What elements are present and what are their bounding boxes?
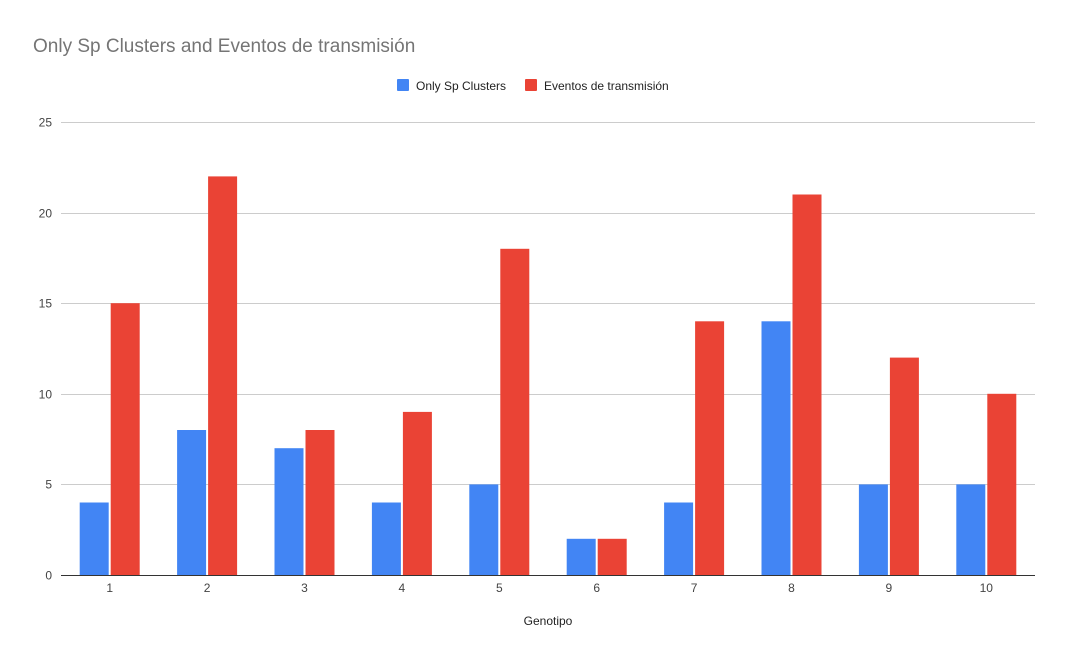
legend-swatch-eventos-de-transmision	[525, 79, 537, 91]
x-tick-label: 9	[886, 581, 893, 595]
bar-series1-genotipo-9	[858, 484, 888, 575]
bar-series2-genotipo-5	[500, 248, 530, 576]
bar-series1-genotipo-1	[79, 502, 109, 575]
bar-series1-genotipo-10	[956, 484, 986, 575]
bar-series2-genotipo-2	[208, 176, 238, 575]
y-tick-label: 15	[39, 297, 53, 311]
bar-series2-genotipo-4	[402, 411, 432, 575]
chart-title: Only Sp Clusters and Eventos de transmis…	[33, 36, 415, 57]
bar-series2-genotipo-8	[792, 194, 822, 575]
x-tick-label: 8	[788, 581, 795, 595]
legend-label-only-sp-clusters: Only Sp Clusters	[416, 79, 506, 93]
y-axis-tick-labels: 0 5 10 15 20 25	[39, 116, 53, 583]
y-tick-label: 20	[39, 207, 53, 221]
x-tick-label: 10	[980, 581, 994, 595]
gridlines	[61, 122, 1035, 485]
bar-series2-genotipo-3	[305, 430, 335, 575]
bar-series2-genotipo-9	[889, 357, 919, 575]
y-tick-label: 0	[45, 569, 52, 583]
x-tick-label: 7	[691, 581, 698, 595]
x-tick-label: 2	[204, 581, 211, 595]
bar-series2-genotipo-10	[987, 393, 1017, 575]
bar-series1-genotipo-7	[664, 502, 694, 575]
bars	[79, 176, 1017, 576]
bar-series1-genotipo-5	[469, 484, 499, 575]
x-tick-label: 6	[593, 581, 600, 595]
y-tick-label: 5	[45, 478, 52, 492]
bar-series1-genotipo-3	[274, 448, 304, 575]
bar-series1-genotipo-8	[761, 321, 791, 575]
bar-series1-genotipo-2	[177, 430, 207, 575]
x-tick-label: 4	[399, 581, 406, 595]
x-axis-tick-labels: 1 2 3 4 5 6 7 8 9 10	[106, 581, 993, 595]
x-tick-label: 1	[106, 581, 113, 595]
y-tick-label: 10	[39, 388, 53, 402]
y-tick-label: 25	[39, 116, 53, 130]
legend-swatch-only-sp-clusters	[397, 79, 409, 91]
bar-series2-genotipo-6	[597, 538, 627, 575]
x-tick-label: 5	[496, 581, 503, 595]
bar-series1-genotipo-6	[566, 538, 596, 575]
bar-series2-genotipo-7	[695, 321, 725, 575]
legend: Only Sp Clusters Eventos de transmisión	[397, 79, 669, 93]
bar-series1-genotipo-4	[371, 502, 401, 575]
x-axis-title: Genotipo	[524, 614, 573, 628]
legend-label-eventos-de-transmision: Eventos de transmisión	[544, 79, 669, 93]
x-tick-label: 3	[301, 581, 308, 595]
bar-series2-genotipo-1	[110, 303, 140, 575]
